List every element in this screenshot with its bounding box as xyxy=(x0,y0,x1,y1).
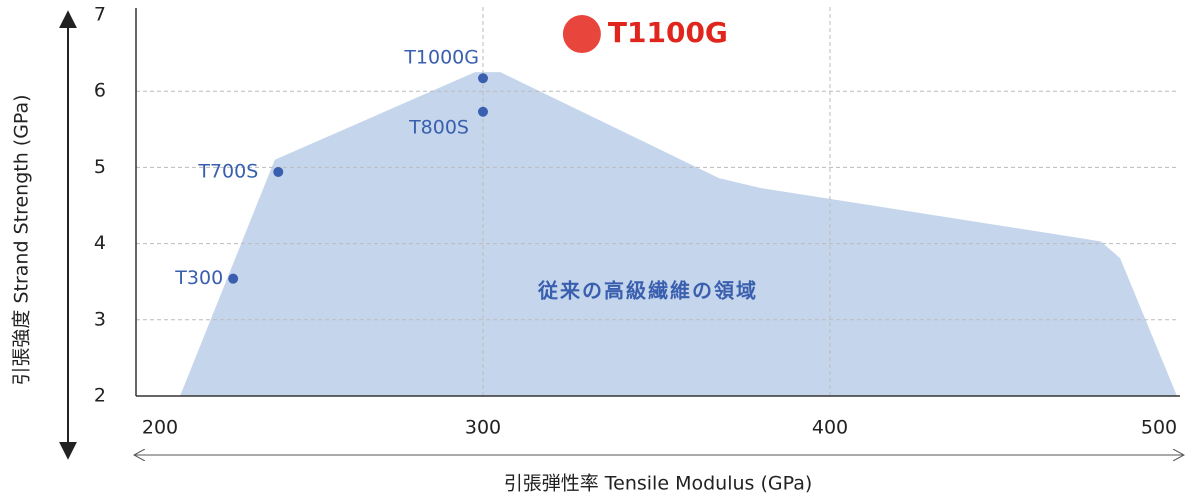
x-tick-label: 200 xyxy=(142,417,178,439)
y-tick-label: 3 xyxy=(94,308,106,330)
y-tick-label: 6 xyxy=(94,80,106,102)
region-layer xyxy=(180,72,1178,397)
y-tick-label: 5 xyxy=(94,156,106,178)
grid-layer xyxy=(136,7,1177,396)
x-axis-title: 引張弾性率 Tensile Modulus (GPa) xyxy=(504,473,813,495)
x-tick-label: 300 xyxy=(465,417,501,439)
point-label: T300 xyxy=(174,267,223,289)
point-label: T1000G xyxy=(403,47,479,69)
point-label: T700S xyxy=(197,160,258,182)
x-tick-label: 400 xyxy=(812,417,848,439)
y-tick-label: 2 xyxy=(94,385,106,407)
x-tick-label: 500 xyxy=(1141,417,1177,439)
data-point xyxy=(478,73,488,84)
data-point xyxy=(478,106,488,117)
point-label: T1100G xyxy=(608,16,728,49)
data-point xyxy=(562,15,601,54)
data-point xyxy=(228,273,239,284)
region-label: 従来の高級繊維の領域 xyxy=(537,279,758,303)
y-axis-title: 引張強度 Strand Strength (GPa) xyxy=(11,94,33,385)
y-tick-label: 4 xyxy=(94,232,106,254)
data-point xyxy=(273,166,284,177)
y-tick-label: 7 xyxy=(94,4,106,26)
point-label: T800S xyxy=(408,116,469,138)
region-area xyxy=(180,72,1178,397)
